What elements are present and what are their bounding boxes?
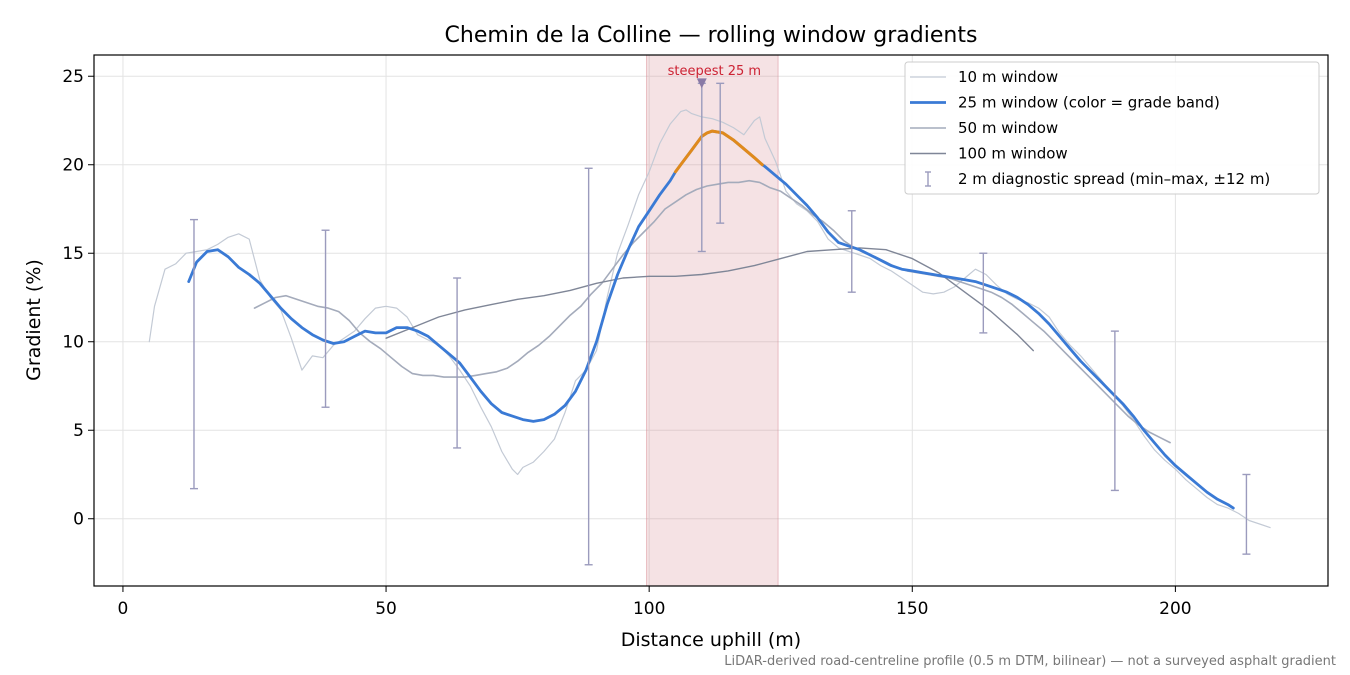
y-tick-label: 25 xyxy=(62,67,84,87)
legend-label: 100 m window xyxy=(958,145,1068,163)
error-bar xyxy=(1110,330,1119,492)
y-tick-label: 0 xyxy=(73,510,84,530)
series-line-25m-steep-band xyxy=(674,129,764,174)
x-tick-label: 0 xyxy=(118,599,129,619)
x-tick-label: 150 xyxy=(896,599,928,619)
y-tick-label: 5 xyxy=(73,421,84,441)
steepest-marker xyxy=(696,78,707,89)
error-bar xyxy=(584,167,593,566)
error-bar xyxy=(1242,473,1251,555)
series-lines xyxy=(148,109,1271,529)
error-bar xyxy=(321,229,330,408)
steepest-label: steepest 25 m xyxy=(668,64,761,79)
y-tick-label: 15 xyxy=(62,244,84,264)
error-bar xyxy=(453,277,462,449)
footnote: LiDAR-derived road-centreline profile (0… xyxy=(724,654,1336,669)
steepest-band-rect xyxy=(646,54,779,587)
legend-entry: 10 m window xyxy=(910,68,1058,86)
steepest-section-band xyxy=(646,54,779,587)
legend-label: 50 m window xyxy=(958,119,1058,137)
chart-title: Chemin de la Colline — rolling window gr… xyxy=(445,23,978,48)
y-axis-ticks: 0 5 10 15 20 25 xyxy=(62,67,94,530)
legend-box xyxy=(904,61,1320,195)
legend-label: 25 m window (color = grade band) xyxy=(958,94,1220,112)
x-tick-label: 50 xyxy=(375,599,397,619)
series-line-100m xyxy=(385,247,1035,352)
legend-entry: 2 m diagnostic spread (min–max, ±12 m) xyxy=(925,170,1270,188)
x-axis-ticks: 0 50 100 150 200 xyxy=(118,586,1192,619)
legend: 10 m window 25 m window (color = grade ba… xyxy=(904,61,1320,195)
x-tick-label: 200 xyxy=(1159,599,1191,619)
series-line-50m xyxy=(253,179,1171,444)
y-axis-label: Gradient (%) xyxy=(23,259,45,381)
legend-entry: 100 m window xyxy=(910,145,1068,163)
diagnostic-error-bars xyxy=(189,82,1251,566)
legend-label: 10 m window xyxy=(958,68,1058,86)
legend-entry: 50 m window xyxy=(910,119,1058,137)
y-tick-label: 10 xyxy=(62,333,84,353)
legend-entry: 25 m window (color = grade band) xyxy=(910,94,1220,112)
x-tick-label: 100 xyxy=(633,599,665,619)
x-axis-label: Distance uphill (m) xyxy=(621,629,801,651)
error-bar xyxy=(716,82,725,224)
plot-frame xyxy=(93,54,1329,587)
error-bar xyxy=(189,218,198,490)
y-tick-label: 20 xyxy=(62,156,84,176)
error-bar xyxy=(847,210,856,293)
steepest-annotation: steepest 25 m xyxy=(668,64,761,89)
error-bar xyxy=(979,252,988,334)
legend-label: 2 m diagnostic spread (min–max, ±12 m) xyxy=(958,170,1270,188)
